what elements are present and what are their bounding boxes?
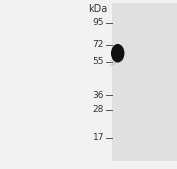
Text: 28: 28 [93, 105, 104, 114]
Text: kDa: kDa [89, 4, 108, 14]
Text: 55: 55 [93, 57, 104, 66]
Ellipse shape [111, 44, 124, 63]
Bar [112, 3, 177, 161]
Text: 17: 17 [93, 133, 104, 142]
Text: 72: 72 [93, 40, 104, 49]
Text: 36: 36 [93, 91, 104, 100]
Text: 95: 95 [93, 18, 104, 27]
